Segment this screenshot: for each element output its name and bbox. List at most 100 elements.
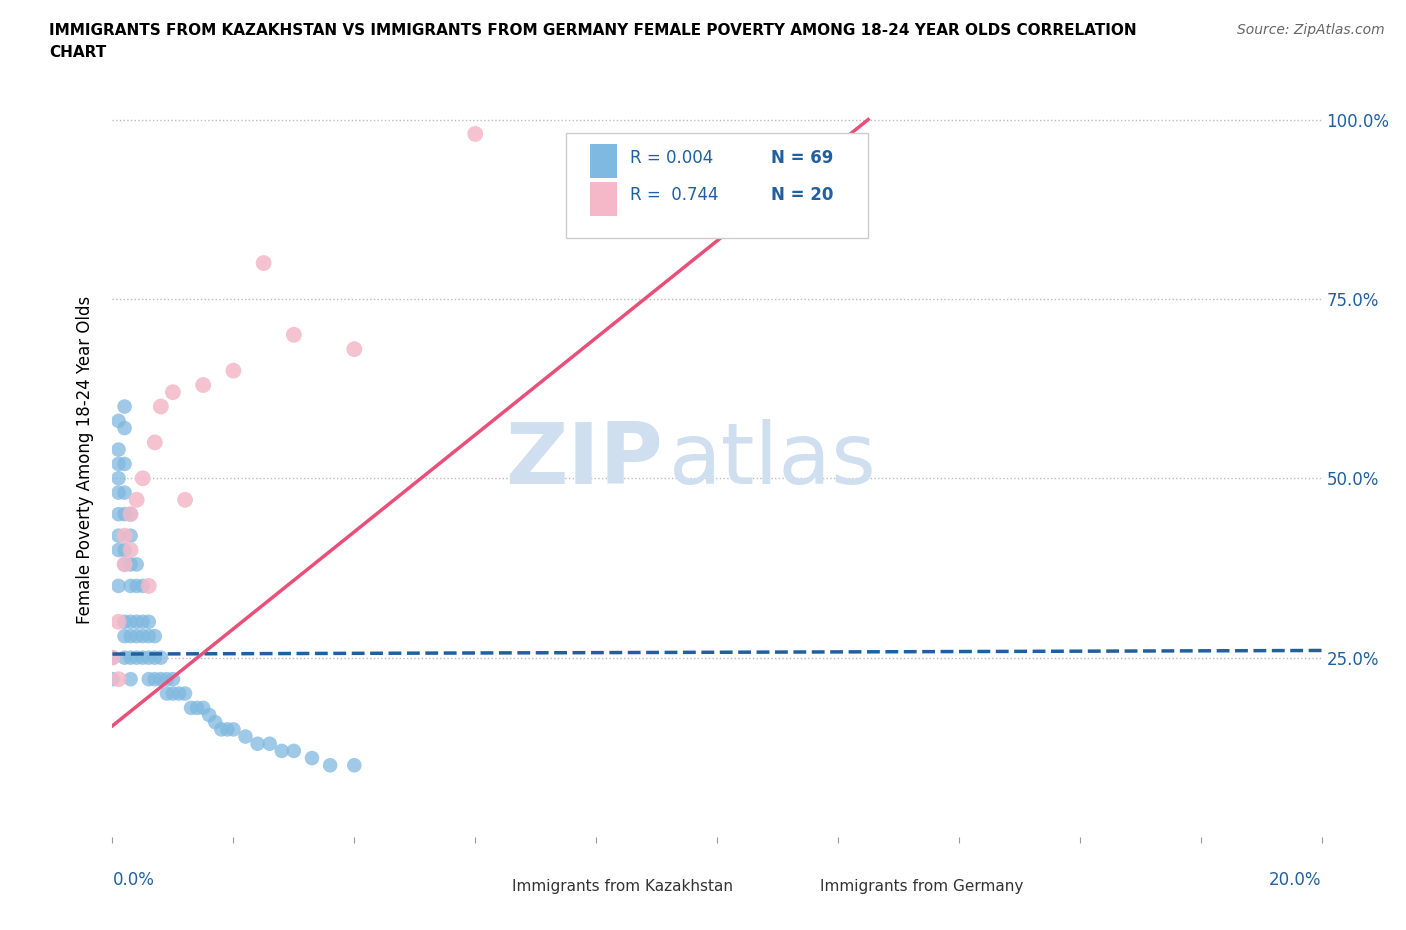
FancyBboxPatch shape (475, 874, 502, 898)
Text: R =  0.744: R = 0.744 (630, 186, 718, 205)
Point (107, 528, 129, 543)
Point (222, 722, 245, 737)
Text: Source: ZipAtlas.com: Source: ZipAtlas.com (1237, 23, 1385, 37)
Point (114, 557, 136, 572)
Point (253, 256, 276, 271)
Point (343, 341, 366, 356)
Point (246, 737, 269, 751)
Point (186, 700, 208, 715)
Point (107, 671, 129, 686)
Point (143, 435, 166, 450)
Point (149, 650, 172, 665)
Point (167, 686, 190, 701)
Text: N = 69: N = 69 (772, 149, 834, 166)
Point (174, 492, 197, 507)
Point (222, 364, 245, 379)
Point (114, 485, 136, 500)
Point (125, 615, 148, 630)
Point (162, 385, 184, 400)
Point (174, 686, 197, 701)
Point (132, 615, 155, 630)
Text: Immigrants from Germany: Immigrants from Germany (820, 879, 1024, 895)
Text: 20.0%: 20.0% (1270, 870, 1322, 889)
Point (149, 671, 172, 686)
Point (107, 457, 129, 472)
Point (125, 492, 148, 507)
Text: ZIP: ZIP (505, 418, 662, 502)
Point (149, 399, 172, 414)
Text: IMMIGRANTS FROM KAZAKHSTAN VS IMMIGRANTS FROM GERMANY FEMALE POVERTY AMONG 18-24: IMMIGRANTS FROM KAZAKHSTAN VS IMMIGRANTS… (49, 23, 1137, 38)
Point (191, 700, 214, 715)
Point (138, 629, 160, 644)
Point (283, 743, 305, 758)
Point (143, 629, 166, 644)
Text: Immigrants from Kazakhstan: Immigrants from Kazakhstan (512, 879, 733, 895)
Point (120, 507, 142, 522)
Point (107, 578, 129, 593)
Point (114, 650, 136, 665)
Point (156, 671, 179, 686)
Point (125, 578, 148, 593)
Point (235, 729, 257, 744)
Point (132, 650, 155, 665)
Point (343, 758, 366, 773)
Point (191, 378, 214, 392)
Text: atlas: atlas (669, 418, 877, 502)
Point (162, 686, 184, 701)
Point (132, 471, 155, 485)
Point (464, 126, 486, 141)
Point (114, 457, 136, 472)
Point (114, 420, 136, 435)
Point (120, 615, 142, 630)
Point (156, 686, 179, 701)
Text: N = 20: N = 20 (772, 186, 834, 205)
Point (114, 528, 136, 543)
Point (319, 758, 342, 773)
Point (209, 722, 232, 737)
Point (138, 650, 160, 665)
Point (162, 671, 184, 686)
Point (107, 485, 129, 500)
FancyBboxPatch shape (783, 874, 810, 898)
Point (120, 578, 142, 593)
Point (107, 442, 129, 457)
Point (143, 671, 166, 686)
Point (138, 671, 160, 686)
Point (101, 650, 124, 665)
Point (180, 700, 202, 715)
Point (107, 471, 129, 485)
Point (132, 629, 155, 644)
Point (125, 650, 148, 665)
Point (143, 650, 166, 665)
Point (120, 629, 142, 644)
Point (120, 528, 142, 543)
Point (138, 615, 160, 630)
Point (217, 722, 239, 737)
Point (125, 629, 148, 644)
Point (107, 414, 129, 429)
Point (198, 708, 221, 723)
Point (270, 743, 292, 758)
Point (120, 542, 142, 557)
Point (114, 615, 136, 630)
Point (107, 507, 129, 522)
Point (101, 650, 124, 665)
Point (259, 737, 281, 751)
FancyBboxPatch shape (591, 144, 617, 178)
Point (283, 327, 305, 342)
Text: 0.0%: 0.0% (112, 870, 155, 889)
Point (125, 557, 148, 572)
Y-axis label: Female Poverty Among 18-24 Year Olds: Female Poverty Among 18-24 Year Olds (76, 297, 94, 624)
Text: R = 0.004: R = 0.004 (630, 149, 713, 166)
Point (138, 578, 160, 593)
FancyBboxPatch shape (565, 133, 868, 238)
Point (114, 629, 136, 644)
Point (107, 542, 129, 557)
Point (114, 557, 136, 572)
Point (301, 751, 323, 765)
Point (114, 542, 136, 557)
Point (120, 507, 142, 522)
Point (120, 671, 142, 686)
Text: CHART: CHART (49, 45, 107, 60)
FancyBboxPatch shape (591, 181, 617, 216)
